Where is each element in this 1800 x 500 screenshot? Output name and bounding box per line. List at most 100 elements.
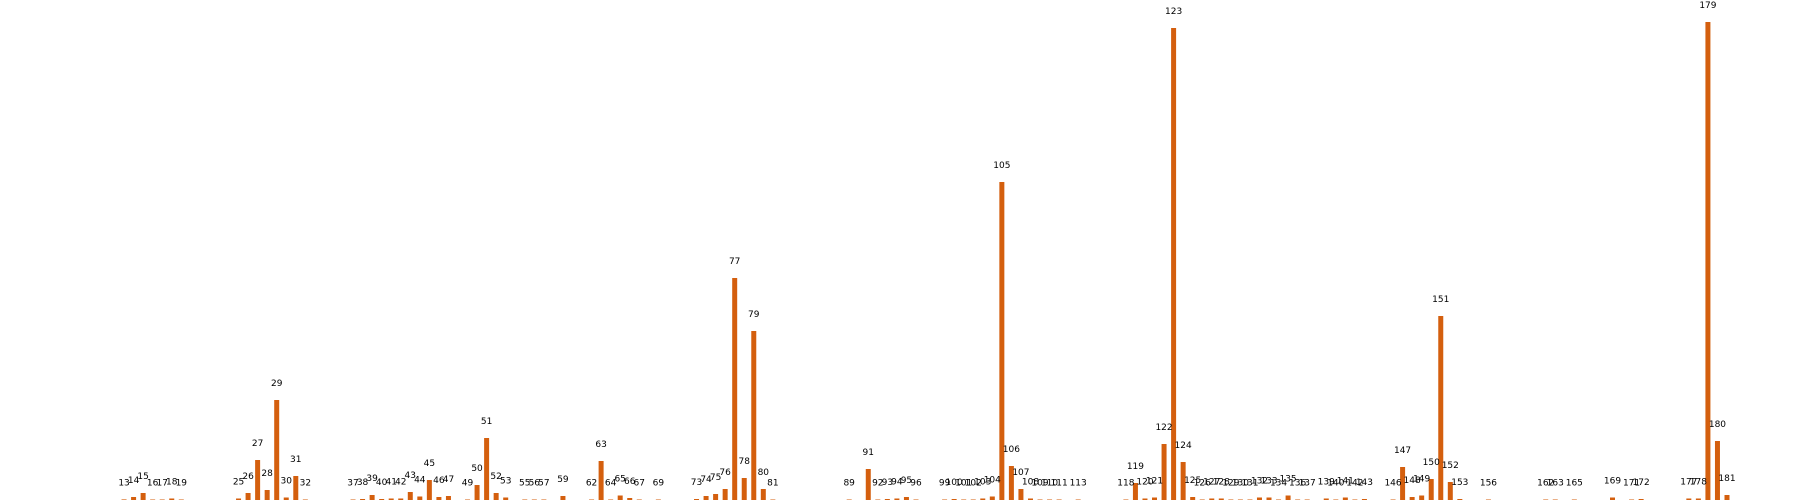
- bar-label-133: 133: [1260, 477, 1277, 487]
- bar-106: [1008, 466, 1014, 500]
- bar-label-102: 102: [965, 479, 982, 489]
- bar-label-41: 41: [385, 478, 396, 488]
- bar-label-65: 65: [614, 475, 625, 485]
- bar-label-110: 110: [1041, 479, 1058, 489]
- bar-label-49: 49: [462, 479, 474, 489]
- bar-label-128: 128: [1213, 478, 1230, 488]
- bar-label-136: 136: [1289, 479, 1306, 489]
- bar-label-130: 130: [1232, 479, 1249, 489]
- bar-label-106: 106: [1003, 445, 1020, 455]
- bar-177: [1686, 498, 1692, 500]
- bar-label-28: 28: [261, 469, 273, 479]
- bar-132: [1256, 497, 1262, 500]
- bar-label-137: 137: [1299, 479, 1316, 489]
- bar-label-111: 111: [1051, 479, 1068, 489]
- bar-77: [732, 278, 738, 500]
- bar-label-146: 146: [1384, 479, 1401, 489]
- bar-label-15: 15: [137, 472, 148, 482]
- bar-75: [713, 494, 719, 500]
- bar-169: [1610, 497, 1615, 500]
- bar-44: [417, 496, 423, 500]
- bar-label-75: 75: [710, 473, 721, 483]
- bar-26: [245, 493, 251, 500]
- bar-152: [1447, 482, 1453, 500]
- bar-label-67: 67: [634, 479, 645, 489]
- bar-label-89: 89: [843, 479, 855, 489]
- bar-label-17: 17: [156, 479, 167, 489]
- bar-125: [1190, 497, 1196, 500]
- bar-label-45: 45: [424, 459, 435, 469]
- bar-label-127: 127: [1203, 478, 1220, 488]
- bar-label-52: 52: [490, 472, 501, 482]
- bar-121: [1152, 497, 1158, 500]
- bar-label-16: 16: [147, 479, 159, 489]
- bar-27: [255, 460, 261, 500]
- bar-label-163: 163: [1547, 479, 1564, 489]
- bar-80: [760, 489, 766, 500]
- bar-label-74: 74: [700, 475, 712, 485]
- bar-95: [903, 497, 909, 500]
- bar-30: [283, 497, 289, 500]
- bar-label-25: 25: [233, 478, 244, 488]
- bar-105: [999, 182, 1005, 500]
- bar-53: [503, 497, 509, 500]
- bar-label-179: 179: [1699, 1, 1716, 11]
- bar-label-152: 152: [1442, 461, 1459, 471]
- bar-18: [169, 498, 175, 500]
- bar-74: [703, 496, 709, 500]
- bar-label-105: 105: [993, 161, 1010, 171]
- bar-180: [1714, 441, 1720, 500]
- bar-label-107: 107: [1012, 468, 1029, 478]
- bar-label-26: 26: [242, 472, 254, 482]
- bar-label-42: 42: [395, 478, 406, 488]
- bar-label-108: 108: [1022, 478, 1039, 488]
- bar-label-14: 14: [128, 476, 140, 486]
- bar-label-46: 46: [433, 476, 445, 486]
- bar-label-109: 109: [1031, 479, 1048, 489]
- bar-label-113: 113: [1070, 479, 1087, 489]
- bar-15: [140, 493, 146, 500]
- bar-59: [560, 496, 566, 500]
- bar-label-91: 91: [863, 448, 874, 458]
- bar-label-96: 96: [910, 479, 922, 489]
- bar-label-141: 141: [1337, 477, 1354, 487]
- bar-76: [722, 489, 728, 500]
- bar-label-18: 18: [166, 478, 178, 488]
- bar-label-162: 162: [1537, 479, 1554, 489]
- bar-122: [1161, 444, 1167, 500]
- bar-65: [617, 495, 623, 500]
- bar-47: [445, 496, 451, 500]
- bar-150: [1428, 479, 1434, 500]
- bar-label-120: 120: [1136, 478, 1153, 488]
- bar-label-55: 55: [519, 479, 530, 489]
- bar-label-76: 76: [719, 468, 731, 478]
- bar-128: [1218, 498, 1224, 500]
- bar-label-171: 171: [1623, 479, 1640, 489]
- bar-label-150: 150: [1423, 458, 1440, 468]
- bar-label-95: 95: [901, 476, 912, 486]
- bar-label-149: 149: [1413, 475, 1430, 485]
- bar-label-62: 62: [586, 479, 597, 489]
- bar-label-31: 31: [290, 455, 301, 465]
- bar-label-77: 77: [729, 257, 740, 267]
- bar-label-142: 142: [1346, 479, 1363, 489]
- bar-51: [484, 438, 490, 500]
- bar-52: [493, 493, 499, 500]
- bar-label-132: 132: [1251, 477, 1268, 487]
- bar-label-66: 66: [624, 477, 636, 487]
- bar-label-122: 122: [1155, 423, 1172, 433]
- bar-39: [369, 495, 375, 500]
- bar-63: [598, 461, 604, 500]
- bar-50: [474, 485, 480, 500]
- bar-41: [388, 498, 394, 500]
- bar-label-73: 73: [691, 478, 702, 488]
- bar-label-51: 51: [481, 417, 492, 427]
- bar-14: [131, 497, 137, 500]
- bar-label-140: 140: [1327, 479, 1344, 489]
- bar-91: [865, 469, 871, 500]
- bar-label-27: 27: [252, 439, 263, 449]
- bar-label-80: 80: [758, 468, 770, 478]
- bar-label-118: 118: [1117, 479, 1134, 489]
- bar-label-57: 57: [538, 479, 549, 489]
- bar-label-64: 64: [605, 479, 617, 489]
